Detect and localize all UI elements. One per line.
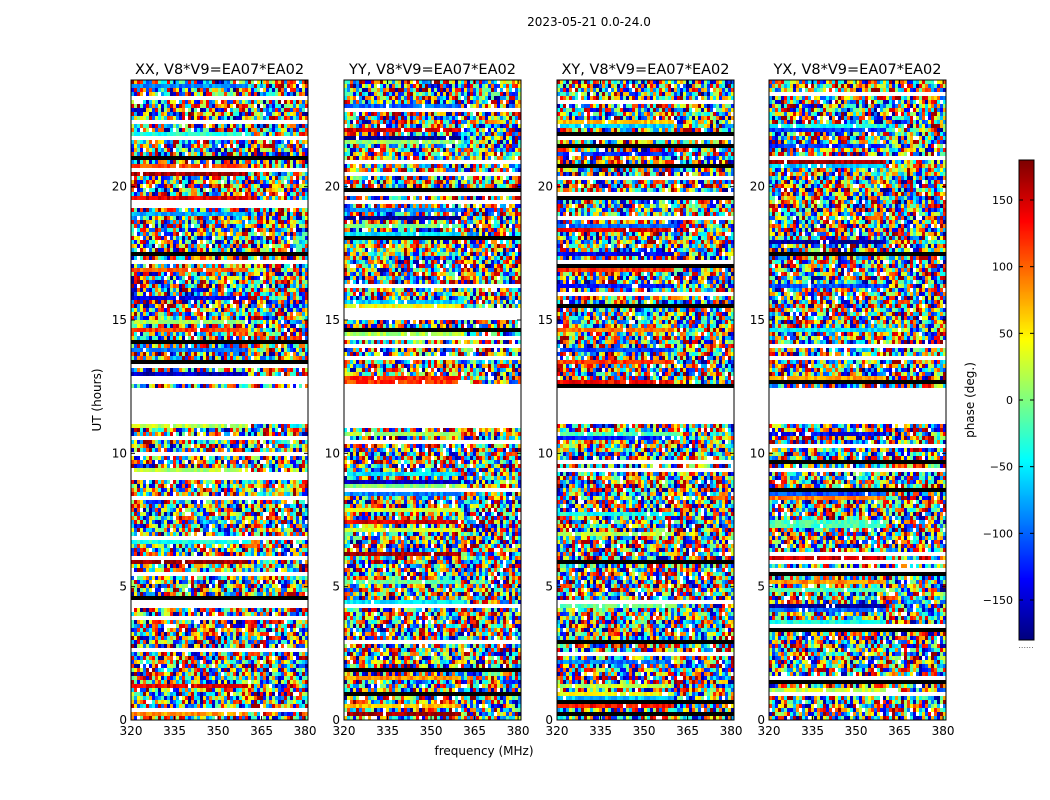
x-tick-label: 335 [376,724,399,738]
colorbar-tick-label: 50 [999,327,1013,340]
panel-xy: XY, V8*V9=EA07*EA02 320 335 350 365 380 0 5 10 15… [538,62,743,738]
x-tick-label: 365 [250,724,273,738]
x-tick-label: 380 [507,724,530,738]
x-tick-label: 335 [163,724,186,738]
colorbar-footer: ...... [1018,641,1033,650]
colorbar: 150 100 50 0 −50 −100 −150 [983,159,1035,641]
y-tick-label: 0 [332,713,340,727]
heatmap-yy [344,80,521,720]
y-tick-label: 10 [112,446,127,460]
y-tick-label: 5 [757,580,765,594]
y-tick-label: 15 [112,313,127,327]
y-tick-label: 15 [325,313,340,327]
x-tick-label: 350 [207,724,230,738]
colorbar-label: phase (deg.) [963,362,977,438]
panel-yx: YX, V8*V9=EA07*EA02 320 335 350 365 380 0 5 10 15… [750,62,955,738]
x-axis-label: frequency (MHz) [434,744,533,758]
y-tick-label: 15 [538,313,553,327]
panel-yy: YY, V8*V9=EA07*EA02 320 335 350 365 380 0 5 10 15… [325,62,530,738]
y-tick-label: 5 [119,580,127,594]
axes-frame [768,79,947,721]
colorbar-tick-label: 100 [992,261,1013,274]
panel-title: YX, V8*V9=EA07*EA02 [772,62,941,78]
colorbar-tick-label: −50 [990,461,1013,474]
y-tick-label: 15 [750,313,765,327]
colorbar-tick-label: −150 [983,594,1013,607]
panel-title: XX, V8*V9=EA07*EA02 [135,62,304,78]
y-tick-label: 20 [538,180,553,194]
axes-frame [130,79,309,721]
y-tick-label: 10 [750,446,765,460]
heatmap-xy [557,80,734,720]
colorbar-tick-label: −100 [983,527,1013,540]
y-tick-label: 0 [119,713,127,727]
x-tick-label: 380 [932,724,955,738]
x-tick-label: 320 [120,724,143,738]
y-tick-label: 20 [325,180,340,194]
y-tick-label: 10 [538,446,553,460]
panel-title: YY, V8*V9=EA07*EA02 [348,62,516,78]
axes-frame [556,79,735,721]
x-tick-label: 320 [333,724,356,738]
axes-frame [343,79,522,721]
x-tick-label: 365 [463,724,486,738]
y-tick-label: 5 [545,580,553,594]
panels: XX, V8*V9=EA07*EA02 320 335 350 365 380 0 5 10 15… [112,62,955,738]
x-tick-label: 380 [294,724,317,738]
panel-title: XY, V8*V9=EA07*EA02 [561,62,729,78]
x-tick-label: 335 [801,724,824,738]
heatmap-xx [131,80,308,720]
colorbar-gradient [1019,160,1034,640]
colorbar-tick-label: 0 [1006,394,1013,407]
x-tick-label: 365 [676,724,699,738]
x-tick-label: 350 [845,724,868,738]
colorbar-tick-label: 150 [992,194,1013,207]
y-axis-label: UT (hours) [90,368,104,431]
x-tick-label: 320 [546,724,569,738]
x-tick-label: 350 [633,724,656,738]
x-tick-label: 335 [589,724,612,738]
y-tick-label: 5 [332,580,340,594]
x-tick-label: 350 [420,724,443,738]
y-tick-label: 20 [750,180,765,194]
x-tick-label: 365 [888,724,911,738]
panel-xx: XX, V8*V9=EA07*EA02 320 335 350 365 380 0 5 10 15… [112,62,317,738]
y-tick-label: 20 [112,180,127,194]
x-tick-label: 380 [720,724,743,738]
suptitle: 2023-05-21 0.0-24.0 [527,15,651,29]
y-tick-label: 0 [757,713,765,727]
x-tick-label: 320 [758,724,781,738]
heatmap-yx [769,80,946,720]
y-tick-label: 0 [545,713,553,727]
y-tick-label: 10 [325,446,340,460]
